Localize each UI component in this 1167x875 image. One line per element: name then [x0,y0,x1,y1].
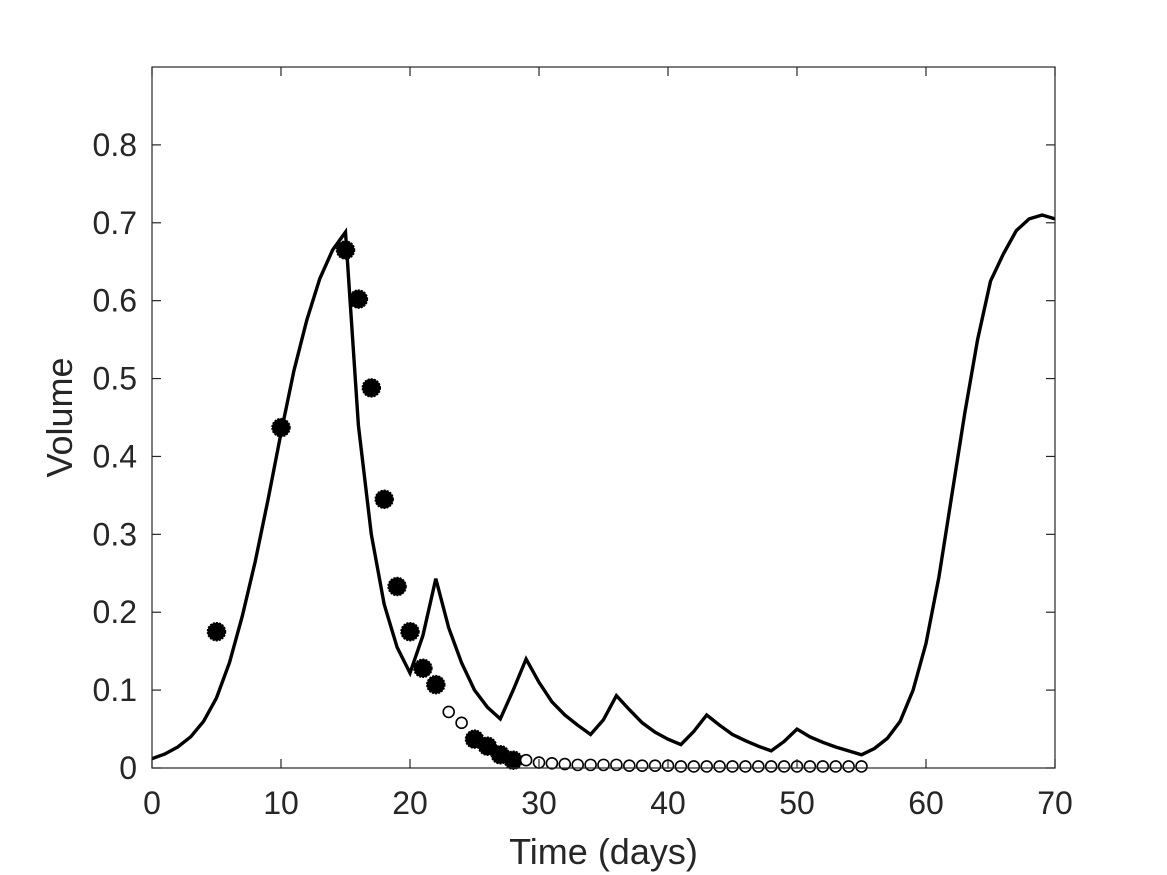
data-point-filled [400,621,420,642]
data-point-filled [335,240,356,260]
y-tick-label: 0.8 [93,127,137,163]
data-point-open [622,759,636,772]
data-point-filled [413,658,433,679]
data-point-filled [374,489,394,510]
x-tick-label: 70 [1037,785,1073,821]
y-tick-label: 0.2 [93,594,137,630]
data-point-open [713,760,726,773]
data-point-open [455,716,468,730]
data-point-open [635,759,649,772]
data-point-open [674,760,688,773]
data-point-filled [361,378,382,398]
data-point-filled [206,621,227,642]
data-point-filled [271,417,291,438]
data-point-filled [426,674,446,695]
y-tick-label: 0 [119,750,137,786]
data-point-open [803,760,817,773]
x-tick-label: 40 [650,785,686,821]
data-point-open [855,760,868,773]
data-point-open [816,760,830,773]
data-point-open [739,760,752,773]
x-tick-label: 30 [521,785,557,821]
y-tick-label: 0.1 [93,672,137,708]
model-curve [151,213,1056,761]
y-tick-label: 0.7 [93,205,137,241]
series-layer [151,213,1056,773]
y-axis-title: Volume [39,357,80,477]
x-tick-label: 20 [392,785,428,821]
data-point-open [700,760,714,773]
data-point-open [597,758,610,772]
x-tick-label: 50 [779,785,815,821]
data-point-filled [348,289,369,309]
data-point-open [571,758,585,772]
data-point-open [751,760,765,773]
y-tick-label: 0.6 [93,283,137,319]
y-tick-label: 0.5 [93,361,137,397]
y-tick-label: 0.3 [93,516,137,552]
data-point-open [545,757,559,770]
data-point-filled [387,576,407,597]
y-tick-label: 0.4 [93,438,137,474]
data-point-filled [503,750,523,770]
tick-layer: 0 10 20 30 40 50 60 70 0 0.1 0.2 0.3 0.4 0.5 0.6 0.7 0.8 [93,67,1073,821]
data-point-open [777,760,791,773]
data-point-open [610,758,623,772]
data-point-open [842,760,855,773]
x-tick-label: 0 [143,785,161,821]
data-point-open [648,759,662,772]
plot-frame [151,66,1056,769]
x-axis-title: Time (days) [509,831,698,872]
data-point-open [558,757,572,771]
data-point-open [726,760,739,773]
data-point-open [829,760,843,773]
data-point-open [584,758,597,772]
x-tick-label: 10 [263,785,299,821]
x-tick-label: 60 [908,785,944,821]
data-point-open [519,753,533,767]
data-point-open [764,760,778,773]
data-point-open [687,760,701,773]
data-point-open [442,705,456,719]
